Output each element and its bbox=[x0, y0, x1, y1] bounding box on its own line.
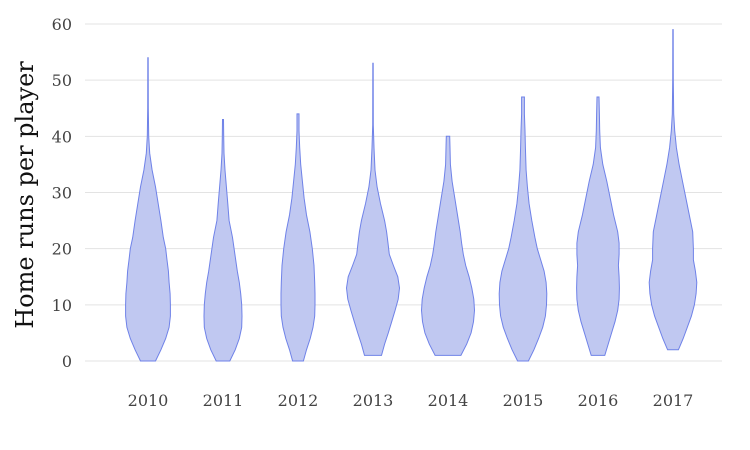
x-tick-label: 2011 bbox=[203, 391, 244, 410]
violin-2015 bbox=[498, 96, 548, 362]
x-tick-label: 2016 bbox=[578, 391, 619, 410]
y-axis-ticks: 0 10 20 30 40 50 60 bbox=[52, 15, 72, 371]
x-tick-label: 2014 bbox=[428, 391, 469, 410]
x-tick-label: 2015 bbox=[503, 391, 544, 410]
y-tick-label: 60 bbox=[52, 15, 72, 34]
x-tick-label: 2013 bbox=[353, 391, 394, 410]
x-tick-label: 2010 bbox=[128, 391, 169, 410]
violin-2012 bbox=[280, 113, 316, 362]
y-tick-label: 0 bbox=[62, 352, 72, 371]
violin-2016 bbox=[576, 96, 620, 356]
y-tick-label: 40 bbox=[52, 127, 72, 146]
violin-2014 bbox=[420, 135, 476, 356]
x-tick-label: 2012 bbox=[278, 391, 319, 410]
y-tick-label: 50 bbox=[52, 71, 72, 90]
y-tick-label: 20 bbox=[52, 240, 72, 259]
y-axis-label: Home runs per player bbox=[11, 61, 39, 329]
violin-2017 bbox=[648, 29, 698, 351]
violin-2013 bbox=[345, 62, 401, 356]
x-axis-ticks: 2010 2011 2012 2013 2014 2015 2016 2017 bbox=[128, 391, 694, 410]
violins bbox=[125, 29, 698, 362]
violin-2011 bbox=[203, 119, 243, 362]
grid-lines bbox=[85, 23, 722, 362]
y-tick-label: 30 bbox=[52, 184, 72, 203]
y-tick-label: 10 bbox=[52, 296, 72, 315]
violin-2010 bbox=[125, 57, 171, 362]
x-tick-label: 2017 bbox=[653, 391, 694, 410]
